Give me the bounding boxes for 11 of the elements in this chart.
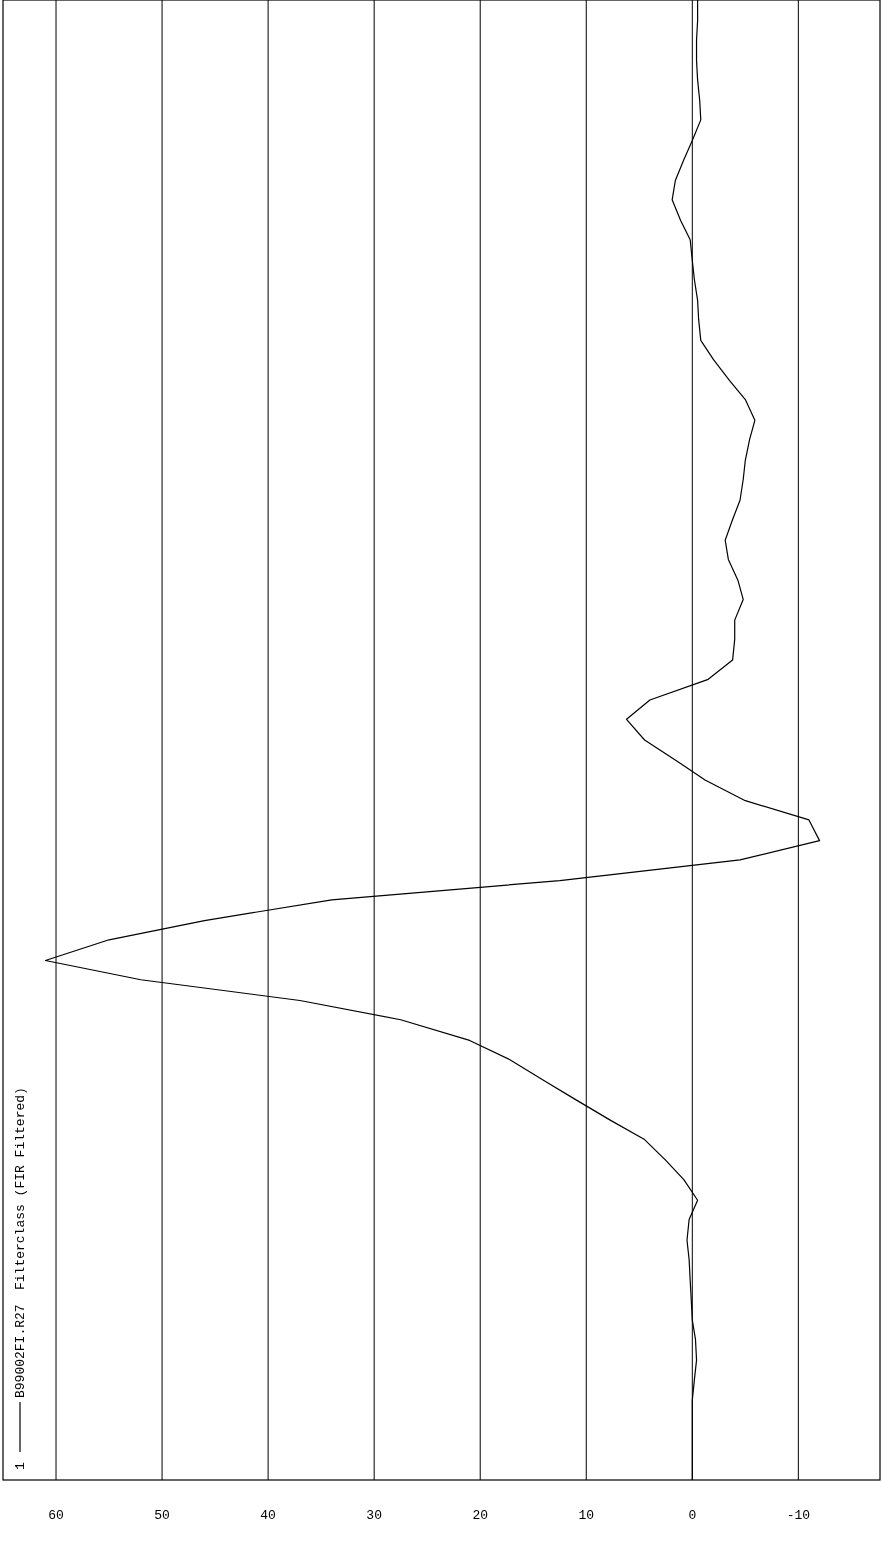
x-tick-label: 10 [578, 1507, 595, 1523]
x-tick-label: 40 [260, 1507, 276, 1523]
x-tick-label: 60 [48, 1507, 64, 1523]
text: B99002FI.R27 [12, 1304, 28, 1398]
text: Filterclass (FIR Filtered) [12, 1087, 28, 1290]
x-tick-label: 30 [366, 1507, 382, 1523]
annotation: 1 [12, 1462, 28, 1470]
x-tick-label: 20 [472, 1507, 489, 1523]
x-tick-label: 0 [688, 1507, 697, 1523]
x-tick-label: 50 [154, 1507, 170, 1523]
x-tick-label: -10 [786, 1507, 811, 1523]
